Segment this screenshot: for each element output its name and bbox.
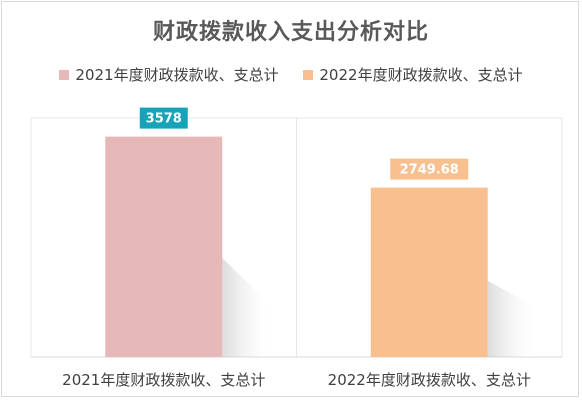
bar-shadow: [222, 257, 275, 357]
chart-title: 财政拨款收入支出分析对比: [152, 20, 429, 45]
bar-2: [370, 187, 488, 357]
x-tick-label-2: 2022年度财政拨款收、支总计: [328, 371, 531, 389]
data-label-box-2: [390, 158, 469, 180]
x-tick-label-1: 2021年度财政拨款收、支总计: [62, 371, 265, 389]
legend-swatch-2022: [303, 69, 314, 80]
legend-item-2022: 2022年度财政拨款收、支总计: [303, 64, 523, 85]
legend-swatch-2021: [59, 69, 70, 80]
legend-label-2021: 2021年度财政拨款收、支总计: [75, 66, 279, 84]
legend-label-2022: 2022年度财政拨款收、支总计: [319, 66, 523, 84]
bar-1: [105, 136, 223, 357]
data-label-2: 2749.68: [400, 163, 459, 178]
legend-item-2021: 2021年度财政拨款收、支总计: [59, 64, 279, 85]
data-label-1: 3578: [146, 112, 182, 127]
bar-shadow: [487, 280, 540, 357]
chart-legend: 2021年度财政拨款收、支总计 2022年度财政拨款收、支总计: [0, 64, 582, 85]
data-label-box-1: [139, 107, 188, 129]
